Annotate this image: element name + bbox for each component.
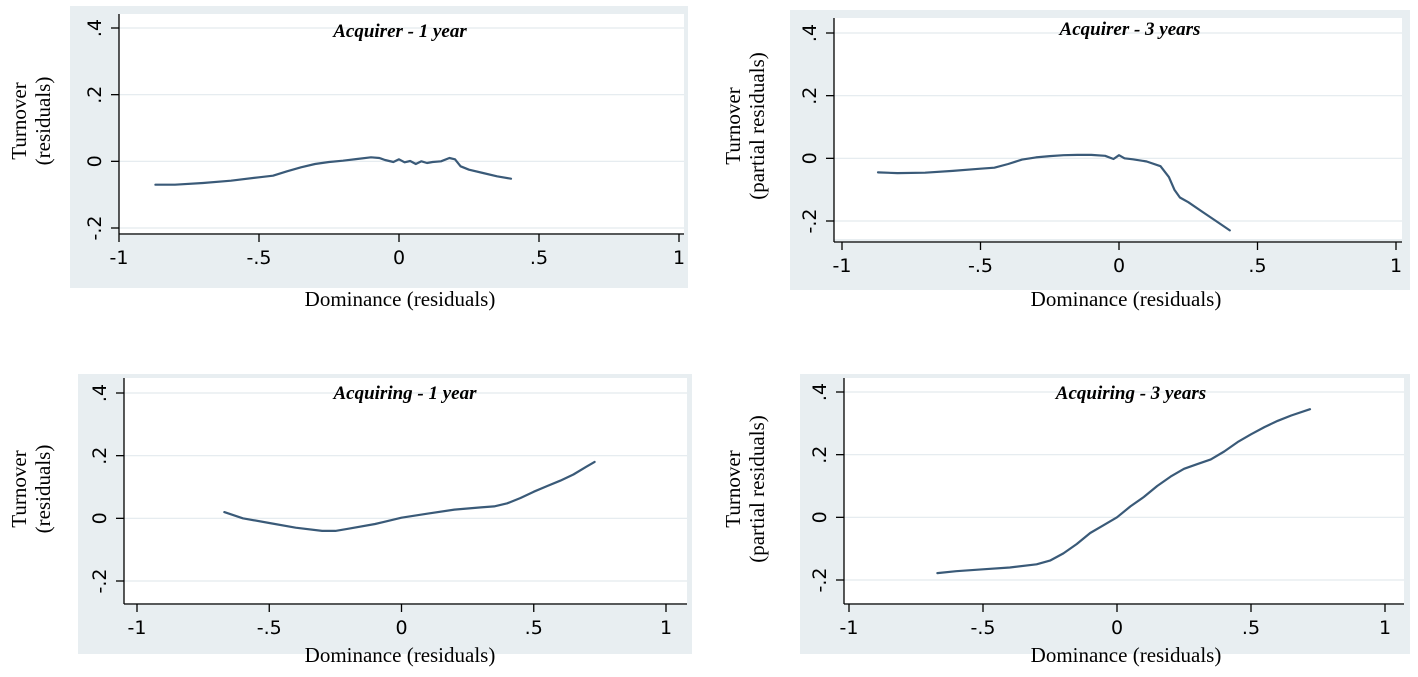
- chart-1-y-tick-label-1: 0: [799, 152, 821, 164]
- chart-1-x-tick-label-1: -.5: [968, 255, 993, 277]
- chart-2-plot-area: [124, 378, 687, 603]
- chart-2-title: Acquiring - 1 year: [332, 383, 477, 404]
- chart-1-y-axis-title-line-0: Turnover: [721, 87, 745, 164]
- chart-2-x-tick-label-3: .5: [525, 617, 543, 639]
- chart-0-x-tick-label-3: .5: [530, 247, 548, 269]
- chart-0-y-tick-label-1: 0: [84, 155, 106, 167]
- chart-panel-acquiring-1-year: -1 -.5 0 .5 1 -.2 0 .2 .4 Acquiring - 1 year Domin…: [7, 372, 696, 674]
- chart-2-y-tick-label-2: .2: [89, 447, 111, 465]
- chart-3-x-tick-label-1: -.5: [971, 617, 996, 639]
- chart-3-y-tick-label-0: -.2: [809, 568, 831, 593]
- chart-1-x-tick-label-0: -1: [833, 255, 852, 277]
- chart-2-x-tick-label-2: 0: [395, 617, 407, 639]
- chart-3-title: Acquiring - 3 years: [1055, 383, 1206, 404]
- chart-1-plot-area: [834, 18, 1402, 239]
- chart-acquiring-1-year: -1 -.5 0 .5 1 -.2 0 .2 .4 Acquiring - 1 year Domin…: [7, 374, 692, 667]
- chart-2-y-axis-title-line-1: (residuals): [31, 445, 55, 534]
- chart-1-title: Acquirer - 3 years: [1059, 19, 1201, 40]
- chart-1-x-tick-label-2: 0: [1113, 255, 1125, 277]
- chart-2-series-line-0: [223, 460, 596, 532]
- chart-panel-acquiring-3-years: -1 -.5 0 .5 1 -.2 0 .2 .4 Acquiring - 3 years Domi…: [718, 372, 1410, 674]
- chart-2-x-tick-label-0: -1: [128, 617, 147, 639]
- chart-2-y-tick-label-0: -.2: [89, 569, 111, 594]
- chart-0-y-axis-title-line-0: Turnover: [7, 82, 31, 159]
- chart-0-series-line-0: [154, 156, 513, 186]
- chart-0-x-tick-label-4: 1: [673, 247, 685, 269]
- chart-2-x-tick-label-4: 1: [660, 617, 672, 639]
- chart-1-y-tick-label-2: .2: [799, 87, 821, 105]
- chart-0-plot-area: [119, 14, 684, 233]
- chart-acquirer-3-years: -1 -.5 0 .5 1 -.2 0 .2 .4 Acquirer - 3 years Domin…: [721, 10, 1410, 311]
- chart-panel-acquirer-1-year: -1 -.5 0 .5 1 -.2 0 .2 .4 Acquirer - 1 year Domina…: [7, 4, 696, 320]
- chart-3-y-axis-title-line-0: Turnover: [721, 450, 745, 527]
- chart-0-y-axis-title-line-1: (residuals): [31, 77, 55, 166]
- chart-1-y-axis-title-line-1: (partial residuals): [745, 52, 769, 200]
- chart-2-y-tick-label-1: 0: [89, 512, 111, 524]
- chart-3-x-tick-label-0: -1: [840, 617, 859, 639]
- chart-2-y-tick-label-3: .4: [89, 384, 111, 402]
- chart-3-x-tick-label-2: 0: [1111, 617, 1123, 639]
- chart-0-title: Acquirer - 1 year: [332, 21, 467, 42]
- chart-0-x-tick-label-0: -1: [110, 247, 129, 269]
- chart-1-y-tick-label-3: .4: [799, 24, 821, 42]
- chart-acquiring-3-years: -1 -.5 0 .5 1 -.2 0 .2 .4 Acquiring - 3 years Domi…: [721, 374, 1410, 667]
- chart-1-series-line-0: [876, 153, 1231, 232]
- chart-3-x-tick-label-4: 1: [1379, 617, 1391, 639]
- chart-1-x-axis-title: Dominance (residuals): [1031, 287, 1222, 311]
- chart-2-x-tick-label-1: -.5: [257, 617, 282, 639]
- chart-1-x-tick-label-4: 1: [1390, 255, 1402, 277]
- chart-1-y-tick-label-0: -.2: [799, 209, 821, 234]
- chart-0-x-tick-label-1: -.5: [247, 247, 272, 269]
- chart-3-y-axis-title-line-1: (partial residuals): [745, 415, 769, 563]
- chart-3-plot-area: [844, 378, 1404, 603]
- chart-0-x-tick-label-2: 0: [393, 247, 405, 269]
- chart-2-x-axis-title: Dominance (residuals): [305, 643, 496, 667]
- chart-acquirer-1-year: -1 -.5 0 .5 1 -.2 0 .2 .4 Acquirer - 1 year Domina…: [7, 6, 688, 311]
- chart-2-y-axis-title-line-0: Turnover: [7, 450, 31, 527]
- chart-3-y-tick-label-2: .2: [809, 446, 831, 464]
- chart-3-series-line-0: [936, 408, 1312, 575]
- chart-3-x-tick-label-3: .5: [1242, 617, 1260, 639]
- chart-3-y-tick-label-1: 0: [809, 511, 831, 523]
- chart-0-y-tick-label-2: .2: [84, 86, 106, 104]
- chart-3-y-tick-label-3: .4: [809, 383, 831, 401]
- chart-3-x-axis-title: Dominance (residuals): [1031, 643, 1222, 667]
- chart-1-x-tick-label-3: .5: [1248, 255, 1266, 277]
- chart-0-y-tick-label-0: -.2: [84, 216, 106, 241]
- chart-0-x-axis-title: Dominance (residuals): [305, 287, 496, 311]
- chart-0-y-tick-label-3: .4: [84, 19, 106, 37]
- chart-panel-acquirer-3-years: -1 -.5 0 .5 1 -.2 0 .2 .4 Acquirer - 3 years Domin…: [718, 8, 1410, 320]
